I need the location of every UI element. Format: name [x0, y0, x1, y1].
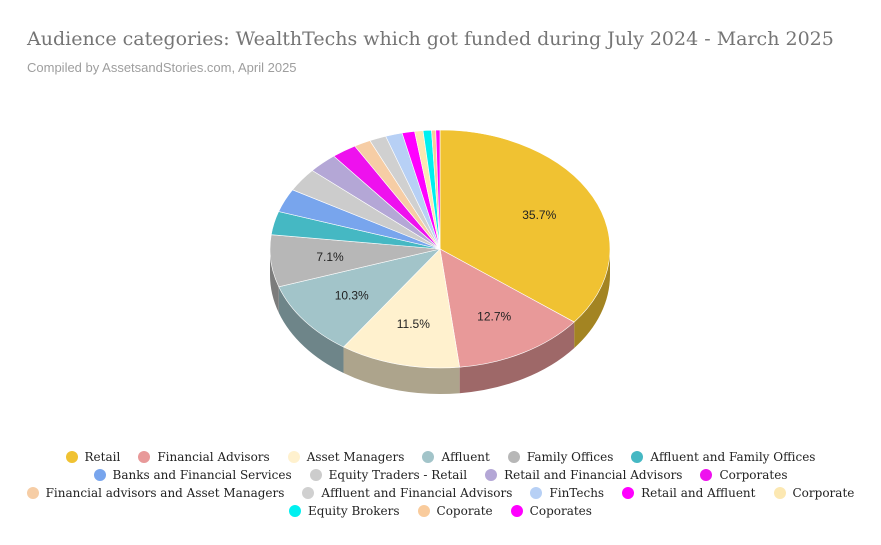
legend-item-corporate[interactable]: Corporate [773, 486, 855, 500]
legend-item-affluent-and-family-offices[interactable]: Affluent and Family Offices [631, 450, 815, 464]
legend-label: Family Offices [526, 450, 614, 464]
legend-label: Retail [84, 450, 121, 464]
legend-swatch [287, 451, 300, 463]
legend-swatch [622, 487, 635, 499]
legend-label: Equity Traders - Retail [328, 468, 468, 482]
legend-item-equity-brokers[interactable]: Equity Brokers [289, 504, 400, 518]
slice-asset-managers[interactable] [343, 248, 460, 369]
legend-label: Asset Managers [306, 450, 405, 464]
slice-affluent[interactable] [278, 248, 441, 348]
legend-item-coporates[interactable]: Coporates [510, 504, 592, 518]
legend-swatch [507, 451, 520, 463]
slice-side-financial-advisors [459, 322, 575, 394]
pie-depth-layer [270, 249, 610, 394]
legend-swatch [631, 451, 644, 463]
legend-row: Financial advisors and Asset Managers Aff… [10, 484, 871, 502]
legend-swatch [302, 487, 315, 499]
legend-swatch [65, 451, 78, 463]
data-label-retail: 35.7% [522, 208, 556, 222]
pie-top-layer [269, 129, 611, 369]
slice-side-retail [574, 249, 610, 349]
legend-label: Coporate [436, 504, 493, 518]
legend-item-financial-advisors-and-asset-managers[interactable]: Financial advisors and Asset Managers [26, 486, 285, 500]
legend-swatch [417, 505, 430, 517]
pie-data-labels: 35.7% 12.7% 11.5% 10.3% 7.1% [316, 208, 556, 331]
legend-label: Coporates [529, 504, 592, 518]
data-label-asset-managers: 11.5% [397, 317, 430, 331]
legend-label: Financial advisors and Asset Managers [45, 486, 285, 500]
legend-swatch [93, 469, 106, 481]
legend-row: Equity Brokers Coporate Coporates [10, 502, 871, 520]
legend-label: Equity Brokers [308, 504, 400, 518]
slice-retail[interactable] [439, 129, 611, 323]
legend-label: Affluent and Family Offices [650, 450, 816, 464]
slice-financial-advisors[interactable] [439, 248, 575, 368]
legend-swatch [422, 451, 435, 463]
legend-swatch [700, 469, 713, 481]
legend-item-financial-advisors[interactable]: Financial Advisors [138, 450, 270, 464]
legend-label: Corporate [792, 486, 855, 500]
legend-item-retail-and-financial-advisors[interactable]: Retail and Financial Advisors [485, 468, 682, 482]
data-label-family-offices: 7.1% [316, 250, 344, 264]
legend-item-equity-traders-retail[interactable]: Equity Traders - Retail [309, 468, 468, 482]
slice-side-asset-managers [343, 346, 460, 394]
legend-swatch [485, 469, 498, 481]
legend-row: Banks and Financial Services Equity Trade… [10, 466, 871, 484]
legend-swatch [309, 469, 322, 481]
chart-title: Audience categories: WealthTechs which g… [27, 28, 834, 50]
legend-swatch [138, 451, 151, 463]
legend-item-coporate[interactable]: Coporate [417, 504, 493, 518]
legend-item-corporates[interactable]: Corporates [700, 468, 788, 482]
slice-side-affluent [278, 286, 344, 373]
legend-label: Financial Advisors [157, 450, 270, 464]
legend-swatch [289, 505, 302, 517]
legend-label: Corporates [719, 468, 788, 482]
data-label-affluent: 10.3% [335, 289, 369, 303]
legend-item-retail[interactable]: Retail [65, 450, 121, 464]
legend-item-banks-and-financial-services[interactable]: Banks and Financial Services [93, 468, 292, 482]
slice-coporates[interactable] [435, 129, 441, 250]
legend-item-asset-managers[interactable]: Asset Managers [287, 450, 405, 464]
legend-item-affluent[interactable]: Affluent [422, 450, 490, 464]
legend-swatch [26, 487, 39, 499]
legend-label: FinTechs [549, 486, 605, 500]
slice-side-family-offices [270, 249, 279, 313]
legend-item-family-offices[interactable]: Family Offices [507, 450, 614, 464]
data-label-financial-advisors: 12.7% [477, 309, 511, 323]
legend: Retail Financial Advisors Asset Managers Af… [10, 448, 871, 520]
legend-swatch [530, 487, 543, 499]
legend-label: Affluent and Financial Advisors [321, 486, 513, 500]
legend-swatch [773, 487, 786, 499]
legend-label: Retail and Financial Advisors [504, 468, 683, 482]
chart-subtitle: Compiled by AssetsandStories.com, April … [27, 60, 297, 75]
legend-item-affluent-and-financial-advisors[interactable]: Affluent and Financial Advisors [302, 486, 512, 500]
legend-label: Banks and Financial Services [112, 468, 292, 482]
legend-label: Affluent [441, 450, 490, 464]
legend-row: Retail Financial Advisors Asset Managers Af… [10, 448, 871, 466]
legend-item-fintechs[interactable]: FinTechs [530, 486, 604, 500]
legend-label: Retail and Affluent [641, 486, 756, 500]
legend-item-retail-and-affluent[interactable]: Retail and Affluent [622, 486, 756, 500]
legend-swatch [510, 505, 523, 517]
